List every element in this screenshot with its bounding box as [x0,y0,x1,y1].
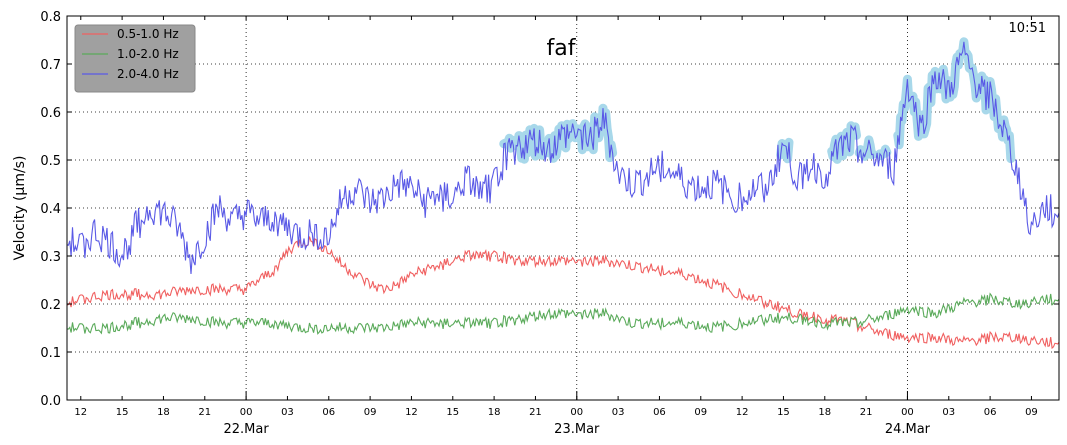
x-tick-label: 15 [446,407,459,418]
y-tick-label: 0.0 [40,394,61,409]
x-tick-label: 00 [901,407,914,418]
y-axis: 0.0 0.1 0.2 0.3 0.4 0.5 0.6 0.7 0.8 [40,10,1059,409]
y-axis-label: Velocity (μm/s) [12,156,28,261]
x-tick-label: 18 [488,407,501,418]
x-tick-label: 15 [116,407,129,418]
x-axis: 12 15 18 21 00 03 06 09 12 15 18 21 00 03 06 09 12 15 18 21… [74,16,1038,437]
day-label: 23.Mar [554,422,600,437]
x-tick-label: 09 [364,407,377,418]
y-tick-label: 0.3 [40,250,61,265]
day-label: 22.Mar [224,422,270,437]
series-line-1 [67,292,1060,335]
series-layer [66,41,1060,350]
x-tick-label: 00 [570,407,583,418]
x-tick-label: 06 [984,407,997,418]
legend-box [74,24,196,93]
x-tick-label: 12 [74,407,87,418]
legend-label: 0.5-1.0 Hz [117,27,179,41]
x-tick-label: 21 [529,407,542,418]
y-tick-label: 0.5 [40,154,61,169]
legend-label: 2.0-4.0 Hz [117,67,179,81]
x-tick-label: 03 [612,407,625,418]
y-tick-label: 0.2 [40,298,61,313]
x-tick-label: 21 [860,407,873,418]
x-tick-label: 15 [777,407,790,418]
x-tick-label: 09 [694,407,707,418]
y-tick-label: 0.8 [40,10,61,25]
x-tick-label: 00 [240,407,253,418]
x-tick-label: 09 [1025,407,1038,418]
y-tick-label: 0.1 [40,346,61,361]
y-tick-label: 0.7 [40,58,61,73]
x-tick-label: 03 [281,407,294,418]
x-tick-label: 03 [942,407,955,418]
day-label: 24.Mar [885,422,931,437]
y-tick-label: 0.4 [40,202,61,217]
chart-title: faf [547,36,577,61]
highlight-layer [499,37,1016,164]
y-tick-label: 0.6 [40,106,61,121]
threshold-highlight [893,37,1016,164]
x-tick-label: 12 [736,407,749,418]
x-tick-label: 18 [157,407,170,418]
x-tick-label: 06 [653,407,666,418]
time-label: 10:51 [1009,21,1046,36]
x-tick-label: 12 [405,407,418,418]
legend-label: 1.0-2.0 Hz [117,47,179,61]
series-line-2 [66,41,1060,275]
x-tick-label: 18 [818,407,831,418]
legend: 0.5-1.0 Hz 1.0-2.0 Hz 2.0-4.0 Hz [74,24,196,93]
x-tick-label: 06 [322,407,335,418]
series-line-0 [66,236,1060,350]
x-tick-label: 21 [198,407,211,418]
